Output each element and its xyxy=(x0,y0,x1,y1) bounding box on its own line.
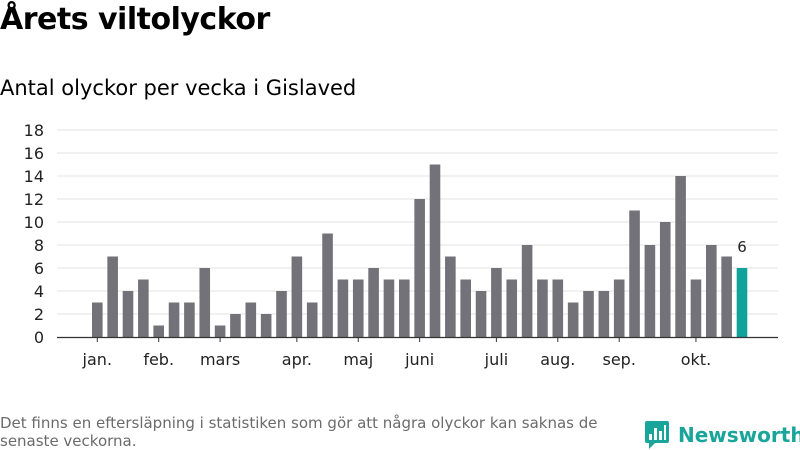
y-tick-label: 16 xyxy=(24,144,44,163)
bar xyxy=(644,245,656,337)
x-tick-label: juni xyxy=(404,350,434,369)
bar xyxy=(414,199,425,337)
bar xyxy=(168,302,180,337)
bar xyxy=(445,256,456,337)
bar xyxy=(537,279,548,337)
bar xyxy=(260,314,272,337)
x-tick-label: apr. xyxy=(282,350,312,369)
bar xyxy=(491,268,502,337)
y-tick-label: 10 xyxy=(24,213,44,232)
y-tick-label: 12 xyxy=(24,190,44,209)
bar xyxy=(214,325,226,337)
bar xyxy=(583,291,594,337)
bar xyxy=(122,291,134,337)
bar xyxy=(659,222,671,337)
brand-logo: Newsworthy xyxy=(644,420,800,450)
bar xyxy=(138,279,149,337)
bar xyxy=(368,268,379,337)
bar xyxy=(706,245,717,337)
y-tick-label: 2 xyxy=(34,305,44,324)
bar xyxy=(199,268,211,337)
bar-highlighted xyxy=(736,268,748,337)
chart-title: Årets viltolyckor xyxy=(0,2,270,37)
data-label: 6 xyxy=(737,238,747,256)
x-tick-label: sep. xyxy=(602,350,635,369)
x-tick-label: mars xyxy=(200,350,240,369)
bar xyxy=(475,291,487,337)
brand-name: Newsworthy xyxy=(678,423,800,447)
bar-chart-logo-icon xyxy=(645,421,669,449)
bar xyxy=(598,291,610,337)
bar xyxy=(230,314,241,337)
x-tick-label: feb. xyxy=(143,350,174,369)
y-tick-label: 4 xyxy=(34,282,44,301)
bar xyxy=(322,233,333,337)
bar xyxy=(629,210,640,337)
bar xyxy=(92,302,103,337)
bar xyxy=(675,176,686,337)
y-tick-label: 6 xyxy=(34,259,44,278)
bar xyxy=(552,279,564,337)
bar xyxy=(721,256,732,337)
bar xyxy=(276,291,287,337)
bar xyxy=(352,279,364,337)
bar-chart: 0 2 4 6 8 10 12 14 16 18 6 jan. feb. mars apr. maj juni j… xyxy=(24,121,778,369)
bar xyxy=(613,279,625,337)
bar xyxy=(521,245,533,337)
bar xyxy=(399,279,410,337)
y-tick-label: 0 xyxy=(34,328,44,347)
bar xyxy=(383,279,395,337)
bar xyxy=(245,302,257,337)
y-tick-label: 14 xyxy=(24,167,44,186)
bar xyxy=(429,164,441,337)
x-tick-label: juli xyxy=(484,350,508,369)
bar xyxy=(107,256,118,337)
bar xyxy=(506,279,518,337)
bar xyxy=(337,279,349,337)
bar xyxy=(567,302,579,337)
x-tick-label: aug. xyxy=(540,350,575,369)
x-tick-label: jan. xyxy=(82,350,112,369)
bar xyxy=(306,302,318,337)
bar xyxy=(460,279,471,337)
bar xyxy=(184,302,195,337)
y-tick-label: 18 xyxy=(24,121,44,140)
bar xyxy=(153,325,164,337)
chart-subtitle: Antal olyckor per vecka i Gislaved xyxy=(0,76,357,100)
bar xyxy=(690,279,702,337)
x-tick-label: okt. xyxy=(681,350,711,369)
footnote: Det finns en eftersläpning i statistiken… xyxy=(0,414,598,450)
x-tick-label: maj xyxy=(343,350,373,369)
y-tick-label: 8 xyxy=(34,236,44,255)
bar xyxy=(291,256,303,337)
